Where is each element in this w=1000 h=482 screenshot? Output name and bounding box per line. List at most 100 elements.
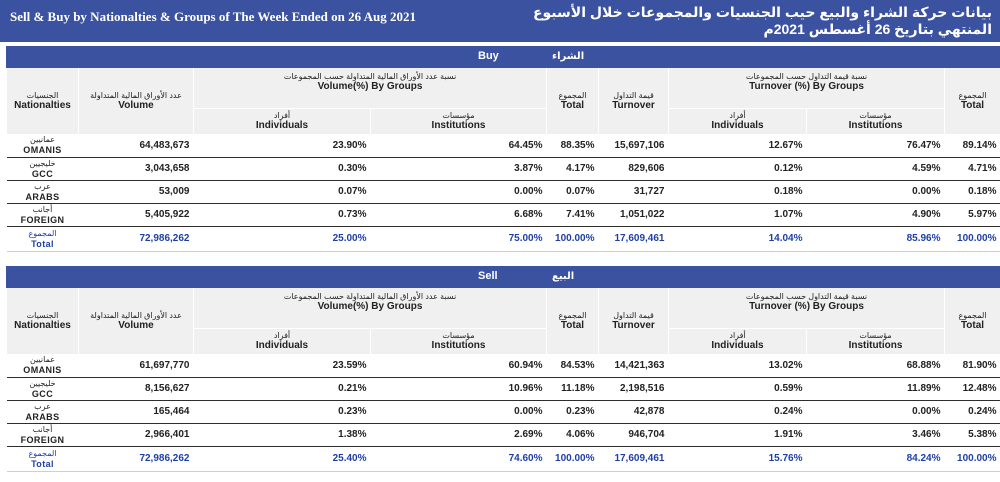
col-turnover-pct: نسبة قيمة التداول حسب المجموعات Turnover … <box>667 288 946 328</box>
cell-total-label: المجموع Total <box>6 446 79 472</box>
cell-to-total: 5.38% <box>944 423 1000 447</box>
cell-volume: 8,156,627 <box>78 377 194 401</box>
cell-vol-total: 0.07% <box>546 180 599 204</box>
col-turnover-pct: نسبة قيمة التداول حسب المجموعات Turnover … <box>667 68 946 108</box>
col-to-individuals: أفراد Individuals <box>668 327 807 354</box>
col-to-institutions: مؤسسات Institutions <box>805 107 946 134</box>
cell-turnover: 946,704 <box>598 423 669 447</box>
cell-to-inst: 4.59% <box>806 157 945 181</box>
sell-label-en: Sell <box>478 270 498 282</box>
cell-vol-inst: 0.00% <box>370 400 547 424</box>
cell-to-total: 89.14% <box>944 134 1000 158</box>
cell-to-ind: 0.18% <box>668 180 807 204</box>
cell-to-inst: 0.00% <box>806 400 945 424</box>
cell-vol-inst: 10.96% <box>370 377 547 401</box>
cell-volume: 64,483,673 <box>78 134 194 158</box>
table-row: عرب ARABS 53,009 0.07% 0.00% 0.07% 31,727 0.18%… <box>6 180 1000 204</box>
cell-vol-total: 84.53% <box>546 354 599 378</box>
cell-total-vol-inst: 75.00% <box>370 226 547 252</box>
col-turnover: قيمة التداول Turnover <box>598 68 669 134</box>
buy-label-ar: الشراء <box>552 51 585 62</box>
cell-vol-ind: 0.73% <box>193 203 371 227</box>
cell-total-to-ind: 14.04% <box>668 226 807 252</box>
page-title-en: Sell & Buy by Nationalties & Groups of T… <box>10 9 416 24</box>
cell-to-ind: 1.07% <box>668 203 807 227</box>
cell-vol-total: 88.35% <box>546 134 599 158</box>
table-subheader-row: أفراد Individuals مؤسسات Institutions أفراد I… <box>7 107 1000 134</box>
cell-to-total: 0.24% <box>944 400 1000 424</box>
sell-band: Sell البيع <box>6 266 1000 288</box>
cell-total-to-total: 100.00% <box>944 226 1000 252</box>
cell-vol-inst: 6.68% <box>370 203 547 227</box>
cell-total-volume: 72,986,262 <box>78 446 194 472</box>
cell-to-inst: 3.46% <box>806 423 945 447</box>
cell-nationality: خليجيين GCC <box>6 157 79 181</box>
table-row: خليجيين GCC 8,156,627 0.21% 10.96% 11.18% 2,19… <box>6 377 1000 401</box>
cell-total-to-inst: 84.24% <box>806 446 945 472</box>
sell-label-ar: البيع <box>552 271 575 282</box>
cell-vol-ind: 23.59% <box>193 354 371 378</box>
col-vol-individuals: أفراد Individuals <box>193 107 371 134</box>
cell-to-inst: 4.90% <box>806 203 945 227</box>
cell-vol-ind: 0.23% <box>193 400 371 424</box>
cell-vol-inst: 0.00% <box>370 180 547 204</box>
col-vol-institutions: مؤسسات Institutions <box>370 107 547 134</box>
cell-total-vol-total: 100.00% <box>546 446 599 472</box>
cell-volume: 165,464 <box>78 400 194 424</box>
cell-to-total: 5.97% <box>944 203 1000 227</box>
col-volume-pct: نسبة عدد الأوراق المالية المتداولة حسب ا… <box>193 288 547 328</box>
cell-nationality: عرب ARABS <box>6 180 79 204</box>
col-turnover-total: المجموع Total <box>944 288 1000 354</box>
buy-label-en: Buy <box>478 50 499 62</box>
table-total-row: المجموع Total 72,986,262 25.00% 75.00% 100.00… <box>6 226 1000 252</box>
cell-total-volume: 72,986,262 <box>78 226 194 252</box>
col-nationalities: الجنسيات Nationalties <box>6 288 79 354</box>
cell-volume: 53,009 <box>78 180 194 204</box>
cell-to-ind: 0.12% <box>668 157 807 181</box>
table-total-row: المجموع Total 72,986,262 25.40% 74.60% 100.00… <box>6 446 1000 472</box>
cell-to-ind: 0.24% <box>668 400 807 424</box>
cell-vol-total: 7.41% <box>546 203 599 227</box>
cell-nationality: خليجيين GCC <box>6 377 79 401</box>
cell-vol-inst: 3.87% <box>370 157 547 181</box>
page-header: Sell & Buy by Nationalties & Groups of T… <box>0 0 1000 42</box>
cell-vol-inst: 60.94% <box>370 354 547 378</box>
col-to-institutions: مؤسسات Institutions <box>805 327 946 354</box>
col-turnover-total: المجموع Total <box>944 68 1000 134</box>
col-vol-institutions: مؤسسات Institutions <box>370 327 547 354</box>
cell-total-to-ind: 15.76% <box>668 446 807 472</box>
table-row: عمانيين OMANIS 64,483,673 23.90% 64.45% 88.35… <box>6 134 1000 158</box>
col-vol-individuals: أفراد Individuals <box>193 327 371 354</box>
col-nationalities: الجنسيات Nationalties <box>6 68 79 134</box>
cell-turnover: 31,727 <box>598 180 669 204</box>
col-volume-total: المجموع Total <box>546 288 599 354</box>
cell-total-label: المجموع Total <box>6 226 79 252</box>
cell-to-inst: 11.89% <box>806 377 945 401</box>
cell-to-inst: 68.88% <box>806 354 945 378</box>
cell-to-ind: 13.02% <box>668 354 807 378</box>
cell-nationality: أجانب FOREIGN <box>6 203 79 227</box>
cell-total-to-total: 100.00% <box>944 446 1000 472</box>
cell-to-total: 0.18% <box>944 180 1000 204</box>
table-subheader-row: أفراد Individuals مؤسسات Institutions أفراد I… <box>7 327 1000 354</box>
table-row: أجانب FOREIGN 2,966,401 1.38% 2.69% 4.06% 946,… <box>6 423 1000 447</box>
cell-to-ind: 0.59% <box>668 377 807 401</box>
cell-vol-total: 11.18% <box>546 377 599 401</box>
buy-section: Buy الشراء الجنسيات Nationalties عدد الأوراق… <box>6 46 1000 255</box>
col-volume-total: المجموع Total <box>546 68 599 134</box>
cell-total-vol-inst: 74.60% <box>370 446 547 472</box>
cell-vol-ind: 23.90% <box>193 134 371 158</box>
col-to-individuals: أفراد Individuals <box>668 107 807 134</box>
table-row: عمانيين OMANIS 61,697,770 23.59% 60.94% 84.53… <box>6 354 1000 378</box>
cell-total-vol-ind: 25.40% <box>193 446 371 472</box>
sell-section: Sell البيع الجنسيات Nationalties عدد الأوراق… <box>6 266 1000 475</box>
cell-to-total: 12.48% <box>944 377 1000 401</box>
cell-vol-total: 4.06% <box>546 423 599 447</box>
cell-turnover: 14,421,363 <box>598 354 669 378</box>
cell-volume: 3,043,658 <box>78 157 194 181</box>
cell-vol-inst: 2.69% <box>370 423 547 447</box>
cell-total-vol-total: 100.00% <box>546 226 599 252</box>
cell-total-turnover: 17,609,461 <box>598 226 669 252</box>
cell-turnover: 15,697,106 <box>598 134 669 158</box>
cell-vol-ind: 0.30% <box>193 157 371 181</box>
